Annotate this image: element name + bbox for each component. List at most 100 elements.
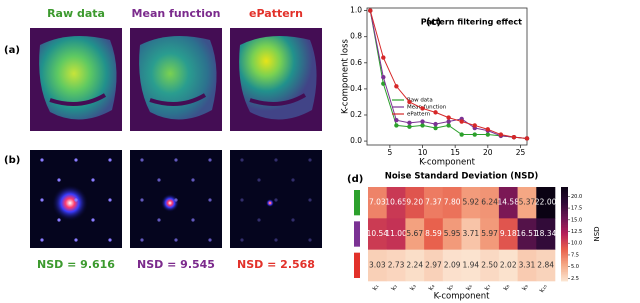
image-dot bbox=[208, 198, 212, 202]
colorbar-segment bbox=[561, 240, 568, 243]
image-dot bbox=[140, 238, 144, 242]
colorbar-segment bbox=[561, 268, 568, 271]
point bbox=[459, 119, 464, 124]
colorbar-segment bbox=[561, 188, 568, 191]
point bbox=[381, 81, 386, 86]
image-dot bbox=[91, 218, 95, 222]
image-dot bbox=[74, 238, 78, 242]
colorbar-segment bbox=[561, 237, 568, 240]
heatmap-cell bbox=[498, 249, 518, 282]
point bbox=[524, 136, 530, 141]
image-dot bbox=[57, 218, 61, 222]
x-tick-label: k₇ bbox=[484, 283, 493, 292]
heatmap-cell bbox=[405, 249, 425, 282]
colorbar-segment bbox=[561, 270, 568, 272]
heatmap-cell bbox=[368, 249, 387, 282]
x-tick-label: k₄ bbox=[427, 283, 436, 292]
colorbar-segment bbox=[561, 234, 568, 236]
image-dot bbox=[74, 158, 78, 162]
colorbar-segment bbox=[561, 202, 568, 205]
colorbar-segment bbox=[561, 219, 568, 222]
x-tick-label: 10 bbox=[418, 148, 428, 157]
colorbar-segment bbox=[561, 216, 568, 219]
heatmap-cell bbox=[405, 218, 425, 250]
point bbox=[420, 119, 425, 124]
heatmap-cell bbox=[536, 249, 556, 282]
colorbar-segment bbox=[561, 259, 568, 262]
colorbar-segment bbox=[561, 266, 568, 269]
x-axis-label: K-component bbox=[434, 292, 491, 302]
image-dot bbox=[108, 198, 112, 202]
colorbar-tick-label: 20.0 bbox=[571, 194, 582, 200]
x-tick-label: 5 bbox=[387, 148, 392, 157]
nsd-label: NSD = 9.545 bbox=[137, 258, 215, 271]
point bbox=[394, 123, 399, 128]
image-dot bbox=[157, 218, 161, 222]
image-detail bbox=[49, 93, 107, 106]
cell-label: 2.09 bbox=[444, 260, 461, 269]
colorbar-segment bbox=[561, 273, 568, 276]
cell-label: 2.73 bbox=[388, 260, 405, 269]
colorbar-segment bbox=[561, 249, 568, 252]
cell-label: 7.03 bbox=[369, 198, 386, 207]
colorbar-segment bbox=[561, 230, 568, 233]
x-tick-label: 25 bbox=[516, 148, 526, 157]
colorbar-tick-label: 7.5 bbox=[571, 252, 579, 258]
colorbar-segment bbox=[561, 257, 568, 260]
y-tick-label: 0.0 bbox=[350, 136, 362, 145]
point bbox=[472, 132, 477, 137]
colorbar-tick-label: 5.0 bbox=[571, 264, 579, 270]
colorbar-segment bbox=[561, 223, 568, 225]
image-bg bbox=[230, 150, 322, 248]
cell-label: 18.34 bbox=[535, 229, 557, 238]
point bbox=[394, 84, 399, 89]
image-dot bbox=[240, 198, 244, 202]
cell-label: 22.00 bbox=[535, 198, 557, 207]
x-tick-label: k₁ bbox=[371, 283, 380, 292]
colorbar-segment bbox=[561, 218, 568, 221]
colorbar-segment bbox=[561, 254, 568, 257]
image-title: Raw data bbox=[47, 7, 105, 20]
cell-label: 9.18 bbox=[500, 229, 517, 238]
x-tick-label: k₈ bbox=[502, 283, 511, 292]
colorbar-tick-label: 12.5 bbox=[571, 229, 582, 235]
x-tick-label: k₆ bbox=[465, 283, 474, 292]
colorbar-tick-label: 17.5 bbox=[571, 206, 582, 212]
colorbar-segment bbox=[561, 260, 568, 263]
image-dot bbox=[308, 158, 312, 162]
legend-label: ePattern bbox=[407, 112, 431, 118]
image-dot bbox=[174, 238, 178, 242]
cell-label: 5.97 bbox=[481, 229, 498, 238]
colorbar-segment bbox=[561, 235, 568, 238]
point bbox=[407, 99, 412, 105]
image-dot bbox=[240, 238, 244, 242]
colorbar-segment bbox=[561, 232, 568, 235]
heatmap-cell bbox=[517, 218, 537, 250]
colorbar-segment bbox=[561, 229, 568, 232]
point bbox=[420, 106, 425, 111]
colorbar-segment bbox=[561, 252, 568, 255]
image-dot bbox=[274, 238, 278, 242]
image-dot bbox=[157, 178, 161, 182]
x-tick-label: k₂ bbox=[390, 283, 399, 292]
colorbar-segment bbox=[561, 238, 568, 241]
colorbar-segment bbox=[561, 208, 568, 211]
image-dot bbox=[191, 178, 195, 182]
colorbar-segment bbox=[561, 194, 568, 197]
colorbar-segment bbox=[561, 196, 568, 199]
colorbar-segment bbox=[561, 276, 568, 279]
heatmap-cell bbox=[424, 249, 444, 282]
point bbox=[511, 134, 517, 140]
point bbox=[485, 132, 491, 137]
panel-label: (c) bbox=[426, 17, 441, 28]
heatmap-cell bbox=[424, 218, 444, 250]
heatmap-cell bbox=[368, 187, 387, 219]
image-dot bbox=[108, 158, 112, 162]
colorbar-segment bbox=[561, 279, 568, 282]
heatmap-cell bbox=[480, 187, 500, 219]
image-dot bbox=[140, 158, 144, 162]
cell-label: 3.31 bbox=[519, 260, 536, 269]
image-dot bbox=[40, 198, 44, 202]
heatmap-cell bbox=[517, 187, 537, 219]
row-marker bbox=[354, 221, 360, 247]
